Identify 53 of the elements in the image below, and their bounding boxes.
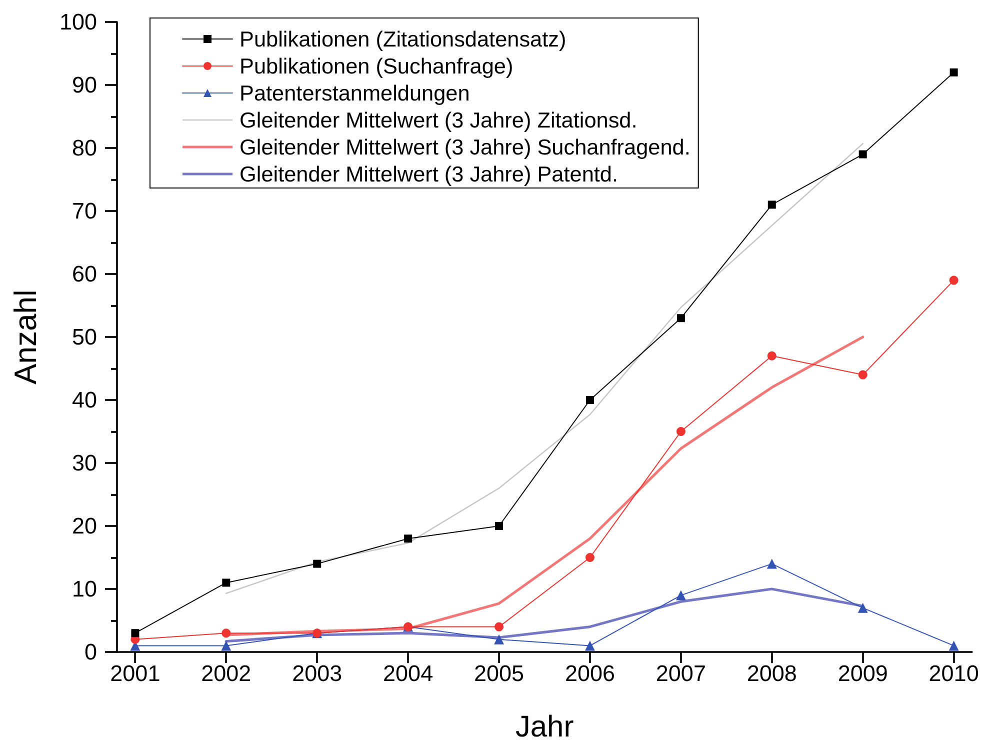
point (858, 370, 868, 380)
y-tick-label: 100 (59, 10, 97, 34)
y-tick-label: 20 (72, 514, 97, 538)
point (676, 314, 685, 322)
legend-label: Gleitender Mittelwert (3 Jahre) Suchanfragend. (240, 134, 690, 160)
x-tick-label: 2002 (201, 661, 252, 686)
y-tick-label: 50 (72, 324, 97, 350)
y-tick-label: 40 (72, 388, 97, 412)
y-tick-label: 90 (72, 72, 97, 98)
point (948, 640, 959, 651)
legend-label: Gleitender Mittelwert (3 Jahre) Patentd. (240, 162, 618, 186)
y-axis-title: Anzahl (8, 290, 43, 384)
point (313, 560, 322, 568)
x-tick-label: 2005 (474, 661, 524, 686)
x-tick-label: 2007 (656, 661, 706, 686)
point (584, 640, 595, 651)
y-tick-label: 80 (72, 136, 97, 160)
point (949, 276, 958, 285)
point (676, 427, 686, 436)
point (950, 68, 958, 76)
point (766, 558, 777, 569)
point (585, 553, 594, 562)
x-tick-label: 2004 (383, 661, 434, 686)
legend-label: Gleitender Mittelwert (3 Jahre) Zitationsd. (240, 108, 638, 132)
y-tick-label: 0 (84, 640, 97, 664)
x-axis-title: Jahr (515, 710, 574, 744)
point (494, 622, 504, 632)
point (767, 351, 776, 360)
point (404, 534, 412, 543)
point (221, 640, 232, 651)
x-tick-label: 2009 (838, 661, 888, 686)
point (494, 634, 504, 644)
point (131, 629, 140, 638)
legend-label: Publikationen (Suchanfrage) (240, 54, 514, 78)
x-tick-label: 2003 (292, 661, 342, 686)
y-tick-label: 10 (72, 576, 97, 602)
point (858, 602, 868, 613)
point (586, 396, 594, 404)
point (222, 628, 231, 638)
y-tick-label: 70 (72, 198, 97, 224)
point (676, 590, 686, 600)
point (858, 150, 867, 158)
point (495, 522, 504, 530)
point (768, 200, 776, 209)
y-tick-label: 30 (72, 450, 97, 476)
x-tick-label: 2001 (110, 661, 160, 686)
x-tick-label: 2006 (564, 661, 616, 686)
x-tick-label: 2008 (746, 661, 797, 686)
point (222, 578, 230, 587)
legend-label: Publikationen (Zitationsdatensatz) (240, 26, 566, 52)
y-tick-label: 60 (72, 262, 97, 286)
legend-label: Patenterstanmeldungen (240, 80, 470, 106)
x-tick-label: 2010 (928, 661, 979, 686)
